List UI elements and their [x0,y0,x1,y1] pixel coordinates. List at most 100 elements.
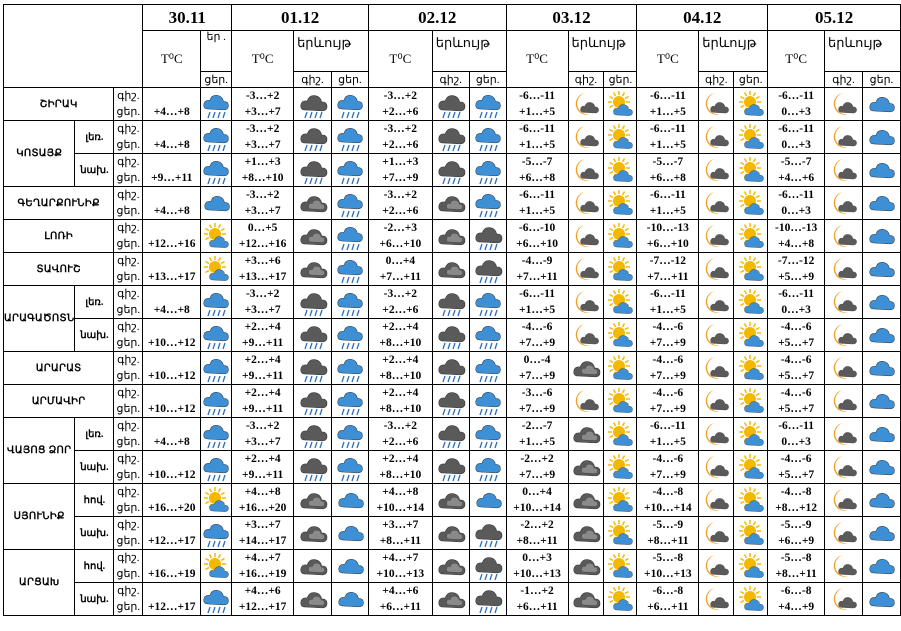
day-label: ցեր. [116,535,141,547]
weather-icon-cell [698,582,735,616]
weather-icon-cell [431,516,470,550]
weather-header: երևույթ [293,30,369,72]
region-name: ՏԱՎՈՒՇ [2,252,115,286]
weather-icon-cell [200,318,233,352]
dark-rain-icon [300,424,327,448]
table-row: ԱՐՄԱՎԻՐ գիշ. ցեր. +10…+12 +2…+4 +9…+11 +2…+4 +8… [2,384,901,418]
moon-cloud-icon [575,125,599,148]
cloud-rain-icon [475,391,501,415]
sun-cloud-icon [738,585,764,611]
subregion-label: նախ. [74,450,115,484]
moon-cloud-icon [575,389,599,412]
day-temperature: +1…+5 [519,436,556,448]
cloud-rain-icon [203,94,229,118]
cloud-rain-icon [475,94,501,118]
day-temperature: +8…+10 [379,370,422,382]
day-temperature: +5…+7 [778,469,815,481]
dark-icon [300,261,327,278]
cloud-rain-icon [337,193,363,217]
weather-icon-cell [293,450,332,484]
temperature-cell: +4…+8 [142,186,202,220]
weather-icon-cell [861,483,901,517]
temperature-cell: -6…-11 0…+3 [767,120,826,154]
cloud-rain-icon [203,523,229,547]
night-temperature: +4…+6 [244,585,281,597]
region-name: ԼՈՌԻ [2,219,115,253]
weather-icon-cell [603,483,638,517]
moon-cloud-icon [833,158,857,181]
weather-icon-cell [200,417,233,451]
night-temperature: -6…-11 [519,288,555,300]
dark-icon [438,195,466,212]
night-temperature: -6…-11 [778,420,814,432]
dark-rain-icon [475,226,502,250]
sun-cloud-icon [738,387,764,413]
day-temperature: +5…+7 [778,403,815,415]
weather-icon-cell [200,450,233,484]
weather-icon-cell [200,582,233,616]
temperature-cell: -7…-12 +5…+9 [767,252,826,286]
dark-icon [573,459,601,476]
day-temperature: +6…+10 [379,238,422,250]
temperature-cell: -3…+2 +3…+7 [231,186,295,220]
temperature-cell: +16…+19 [142,549,202,583]
sun-cloud-icon [608,123,634,149]
moon-cloud-icon [705,290,730,313]
weather-icon-cell [330,219,369,253]
dark-icon [438,261,466,278]
day-temperature: +6…+10 [516,238,558,250]
moon-cloud-icon [705,191,730,214]
night-temperature: +1…+3 [244,156,281,168]
region-name: ԿՈՏԱՅՔ [2,120,76,187]
day-temperature: +1…+5 [649,205,686,217]
temperature-cell: -10…-13 +6…+10 [636,219,700,253]
night-temperature: -6…-11 [649,420,686,432]
moon-cloud-icon [705,455,730,478]
night-temperature: +2…+4 [244,387,281,399]
day-temperature: +2…+6 [382,304,419,316]
moon-cloud-icon [705,488,730,511]
weather-icon-cell [824,417,863,451]
day-temperature: +6…+11 [379,601,421,613]
weather-icon-cell [861,219,901,253]
temperature-cell: -4…-6 +7…+9 [636,351,700,385]
day-temperature: +8…+12 [775,502,818,514]
table-row: ԿՈՏԱՅՔ լեռ. գիշ. ցեր. +4…+8 -3…+2 +3…+7 -3…+2 +2… [2,120,901,187]
temperature-cell: +10…+12 [142,384,202,418]
temp-header: T⁰C [367,30,433,88]
weather-icon-cell [824,120,863,154]
night-temperature: -6…-11 [778,123,814,135]
weather-icon-cell [567,450,605,484]
night-temperature: +2…+4 [382,354,419,366]
sun-cloud-icon [738,519,764,545]
weather-icon-cell [293,120,332,154]
weather-icon-cell [861,120,901,154]
temperature-cell: 0…+5 +12…+16 [231,219,295,253]
sun-cloud-icon [608,321,634,347]
moon-cloud-icon [575,224,599,247]
weather-icon-cell [861,318,901,352]
cloud-rain-icon [203,457,229,481]
day-temperature: +2…+6 [382,139,419,151]
weather-icon-cell [698,153,735,187]
temperature-cell: -3…+2 +3…+7 [231,87,295,121]
moon-cloud-icon [705,587,730,610]
dark-icon [300,195,327,212]
temperature-cell: +1…+3 +8…+10 [231,153,295,187]
weather-icon-cell [698,186,735,220]
weather-icon-cell [698,120,735,154]
day-temperature: 0…+3 [781,436,811,448]
sun-cloud-icon [738,552,764,578]
weather-icon-cell [733,516,769,550]
temperature-cell: +4…+8 [142,87,202,121]
weather-icon-cell [733,285,769,319]
weather-icon-cell [330,516,369,550]
temperature-cell: -6…-8 +6…+11 [636,582,700,616]
temperature-cell: -3…+2 +2…+6 [367,87,433,121]
temperature-cell: +4…+8 [142,120,202,154]
moon-cloud-icon [833,422,857,445]
day-temperature: +10…+12 [147,336,196,349]
weather-icon-cell [698,318,735,352]
weather-icon-cell [431,417,470,451]
day-label: ցեր. [116,568,141,580]
